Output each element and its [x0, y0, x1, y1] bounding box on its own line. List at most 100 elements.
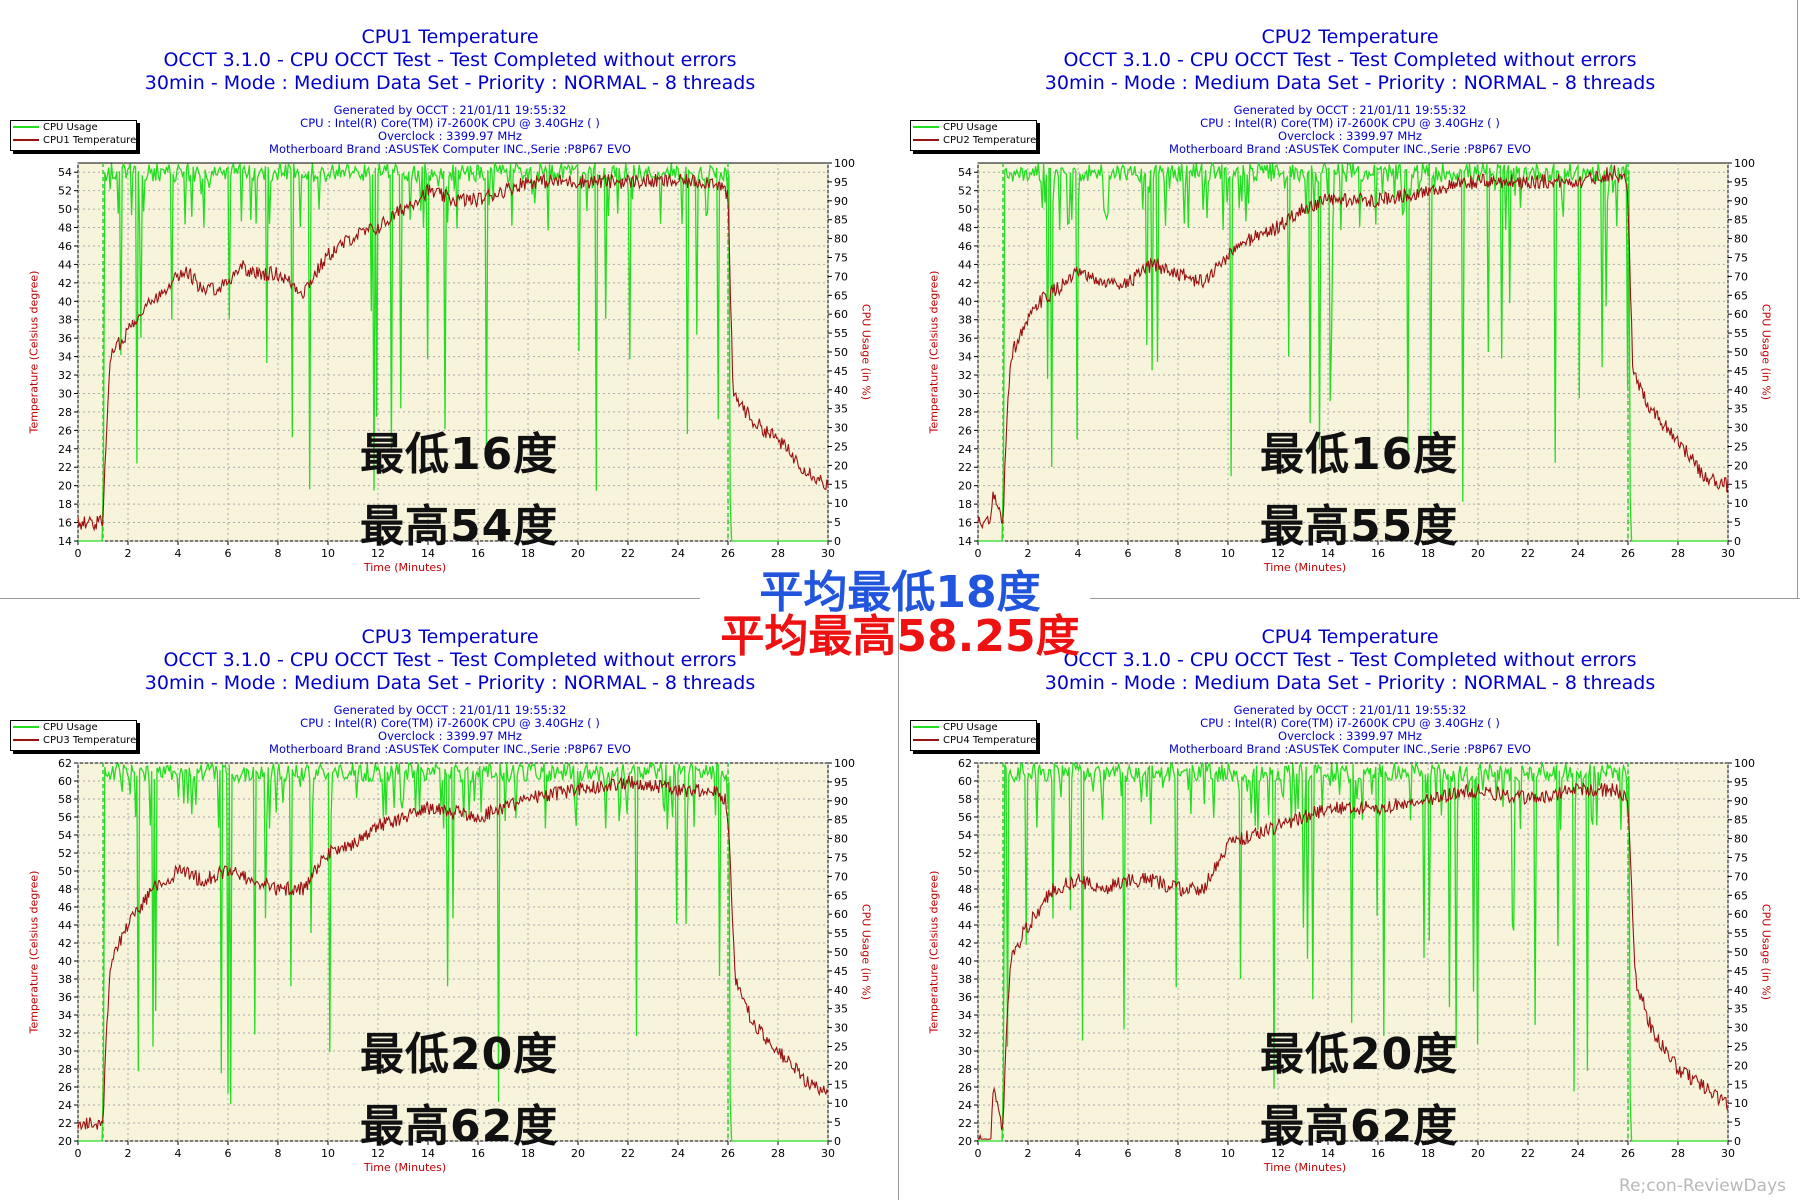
chart-title: CPU3 Temperature — [361, 626, 539, 648]
y-tick-label: 56 — [58, 811, 72, 824]
y2-tick-label: 45 — [1734, 965, 1748, 978]
y-tick-label: 48 — [58, 883, 72, 896]
y2-tick-label: 95 — [834, 776, 848, 789]
y2-tick-label: 45 — [834, 365, 848, 378]
x-tick-label: 30 — [821, 1147, 835, 1160]
right-edge-divider — [1797, 0, 1798, 598]
y2-tick-label: 35 — [1734, 403, 1748, 416]
y2-tick-label: 100 — [1734, 157, 1755, 170]
y2-tick-label: 25 — [1734, 1041, 1748, 1054]
x-tick-label: 16 — [471, 547, 485, 560]
y2-tick-label: 40 — [834, 984, 848, 997]
x-tick-label: 16 — [471, 1147, 485, 1160]
x-tick-label: 12 — [1271, 547, 1285, 560]
y2-tick-label: 15 — [1734, 1078, 1748, 1091]
y-tick-label: 20 — [958, 480, 972, 493]
x-tick-label: 4 — [1075, 547, 1082, 560]
y2-tick-label: 30 — [834, 1022, 848, 1035]
y2-tick-label: 35 — [1734, 1003, 1748, 1016]
y-tick-label: 60 — [58, 775, 72, 788]
legend-item-usage: CPU Usage — [13, 722, 98, 735]
x-axis-label: Time (Minutes) — [363, 561, 447, 574]
y2-tick-label: 55 — [1734, 927, 1748, 940]
y2-tick-label: 65 — [1734, 289, 1748, 302]
legend-item-usage: CPU Usage — [913, 722, 998, 735]
y-tick-label: 44 — [958, 919, 972, 932]
y2-tick-label: 70 — [834, 870, 848, 883]
y-tick-label: 18 — [58, 498, 72, 511]
y2-tick-label: 30 — [1734, 422, 1748, 435]
x-tick-label: 8 — [275, 1147, 282, 1160]
y-tick-label: 50 — [958, 865, 972, 878]
y2-tick-label: 60 — [834, 908, 848, 921]
legend-label-temperature: CPU1 Temperature — [43, 135, 137, 146]
y2-tick-label: 60 — [1734, 908, 1748, 921]
legend-swatch-usage — [13, 126, 39, 128]
x-tick-label: 0 — [75, 1147, 82, 1160]
chart-legend: CPU Usage CPU2 Temperature — [910, 120, 1037, 151]
y-tick-label: 50 — [58, 865, 72, 878]
legend-label-temperature: CPU4 Temperature — [943, 735, 1037, 746]
y2-tick-label: 0 — [834, 535, 841, 548]
y2-tick-label: 15 — [834, 1078, 848, 1091]
chart-plot: 0 2 4 6 8 10 12 14 16 18 20 22 24 26 28 301416182022242… — [958, 157, 1755, 560]
chart-subtitle: OCCT 3.1.0 - CPU OCCT Test - Test Comple… — [1063, 649, 1637, 671]
chart-subtitle-mode: 30min - Mode : Medium Data Set - Priorit… — [1044, 72, 1656, 94]
x-tick-label: 26 — [1621, 1147, 1635, 1160]
legend-label-usage: CPU Usage — [43, 722, 98, 733]
y-tick-label: 32 — [58, 369, 72, 382]
y-tick-label: 26 — [958, 424, 972, 437]
x-tick-label: 28 — [771, 547, 785, 560]
x-tick-label: 24 — [671, 547, 685, 560]
y2-tick-label: 0 — [1734, 1135, 1741, 1148]
x-tick-label: 28 — [1671, 547, 1685, 560]
x-tick-label: 2 — [1025, 1147, 1032, 1160]
y-tick-label: 42 — [958, 937, 972, 950]
y2-tick-label: 70 — [1734, 870, 1748, 883]
y-tick-label: 62 — [958, 757, 972, 770]
y-tick-label: 34 — [58, 351, 72, 364]
y2-tick-label: 10 — [834, 1097, 848, 1110]
y-tick-label: 44 — [58, 919, 72, 932]
y-tick-label: 26 — [58, 1081, 72, 1094]
y2-tick-label: 95 — [1734, 176, 1748, 189]
y-tick-label: 28 — [958, 1063, 972, 1076]
cpu-info: CPU : Intel(R) Core(TM) i7-2600K CPU @ 3… — [300, 116, 600, 130]
y-tick-label: 24 — [58, 443, 72, 456]
chart-title: CPU1 Temperature — [361, 26, 539, 48]
motherboard-info: Motherboard Brand :ASUSTeK Computer INC.… — [1169, 742, 1531, 756]
y-tick-label: 38 — [958, 973, 972, 986]
y-tick-label: 32 — [58, 1027, 72, 1040]
chart-plot: 0 2 4 6 8 10 12 14 16 18 20 22 24 26 28 302022242628303… — [958, 757, 1755, 1160]
legend-label-usage: CPU Usage — [943, 122, 998, 133]
legend-swatch-temperature — [913, 739, 939, 741]
y-tick-label: 52 — [958, 185, 972, 198]
y-tick-label: 22 — [958, 461, 972, 474]
y-tick-label: 54 — [58, 829, 72, 842]
legend-swatch-usage — [913, 726, 939, 728]
horizontal-divider-left — [0, 598, 700, 599]
overclock-info: Overclock : 3399.97 MHz — [378, 129, 522, 143]
cpu-info: CPU : Intel(R) Core(TM) i7-2600K CPU @ 3… — [1200, 716, 1500, 730]
x-tick-label: 16 — [1371, 1147, 1385, 1160]
y-tick-label: 50 — [58, 203, 72, 216]
y-tick-label: 52 — [958, 847, 972, 860]
x-tick-label: 4 — [175, 547, 182, 560]
y-tick-label: 62 — [58, 757, 72, 770]
y-tick-label: 44 — [58, 258, 72, 271]
y-tick-label: 48 — [58, 222, 72, 235]
min-temp-annotation: 最低16度 — [360, 429, 559, 480]
y2-tick-label: 45 — [834, 965, 848, 978]
x-axis-label: Time (Minutes) — [363, 1161, 447, 1174]
y-tick-label: 36 — [958, 332, 972, 345]
y-tick-label: 40 — [958, 295, 972, 308]
y2-tick-label: 35 — [834, 1003, 848, 1016]
chart-panel-cpu4: CPU4 Temperature OCCT 3.1.0 - CPU OCCT T… — [900, 600, 1800, 1200]
legend-item-temperature: CPU4 Temperature — [913, 735, 1036, 748]
y-tick-label: 20 — [58, 480, 72, 493]
chart-legend: CPU Usage CPU4 Temperature — [910, 720, 1037, 751]
x-tick-label: 10 — [1221, 1147, 1235, 1160]
chart-legend: CPU Usage CPU3 Temperature — [10, 720, 137, 751]
vertical-divider — [898, 600, 899, 1200]
y-tick-label: 38 — [958, 314, 972, 327]
